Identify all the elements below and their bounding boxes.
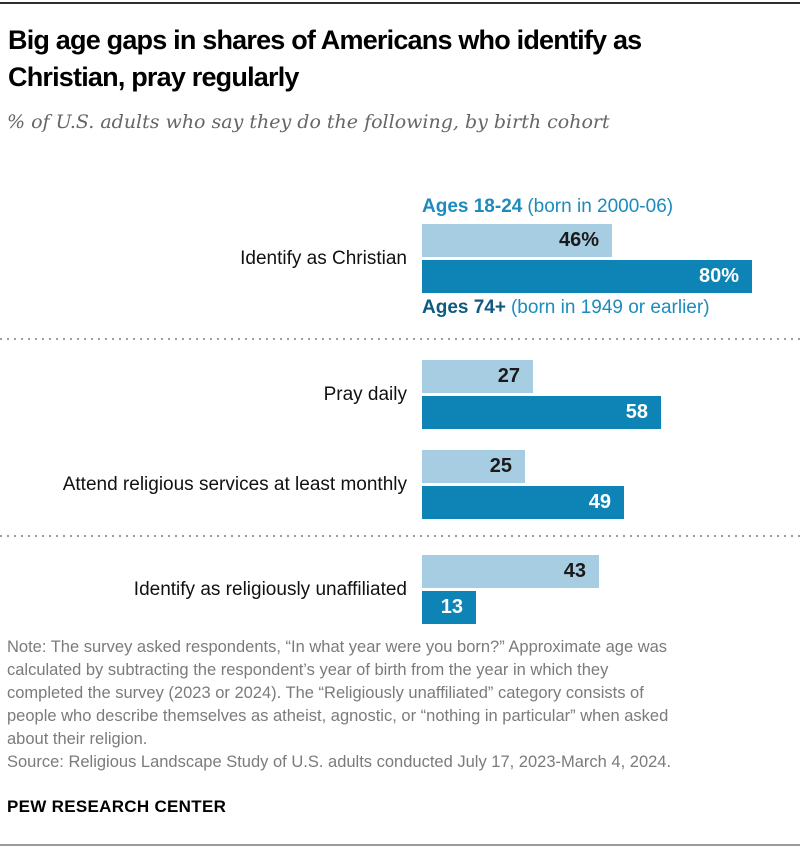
bar-value-label: 58: [625, 401, 648, 423]
note-line: Note: The survey asked respondents, “In …: [7, 638, 668, 656]
bar-value-label: 25: [489, 455, 512, 477]
category-label: Identify as religiously unaffiliated: [133, 578, 407, 600]
source-line: Source: Religious Landscape Study of U.S…: [7, 753, 672, 771]
legend-young-name: Ages 18-24: [422, 196, 523, 217]
legend-young-qualifier: (born in 2000-06): [527, 196, 674, 217]
bar-value-label: 49: [588, 491, 611, 513]
bar-value-label: 43: [563, 560, 586, 582]
legend-old-cohort: Ages 74+ (born in 1949 or earlier): [422, 297, 710, 319]
category-label: Identify as Christian: [240, 247, 407, 269]
legend-young-cohort: Ages 18-24 (born in 2000-06): [422, 196, 673, 218]
pew-research-center-wordmark: PEW RESEARCH CENTER: [7, 797, 227, 816]
dotted-separator: [0, 338, 800, 340]
top-rule: [0, 2, 800, 4]
bar-value-label: 80%: [698, 265, 739, 287]
bar-ages-18-24: 46%: [422, 224, 612, 257]
bar-value-label: 46%: [558, 229, 599, 251]
note-line: people who describe themselves as atheis…: [7, 707, 669, 725]
bar-ages-74-plus: 13: [422, 591, 476, 624]
category-label: Attend religious services at least month…: [62, 473, 407, 495]
bottom-rule: [0, 844, 800, 846]
chart-subtitle: % of U.S. adults who say they do the fol…: [7, 111, 610, 133]
category-label: Pray daily: [323, 383, 407, 405]
bar-value-label: 13: [440, 596, 463, 618]
bar-ages-18-24: 25: [422, 450, 525, 483]
bar-ages-74-plus: 49: [422, 486, 624, 519]
bar-ages-18-24: 27: [422, 360, 533, 393]
page-title: Big age gaps in shares of Americans who …: [8, 22, 642, 96]
bar-value-label: 27: [497, 365, 520, 387]
note-line: calculated by subtracting the respondent…: [7, 661, 609, 679]
bar-ages-74-plus: 80%: [422, 260, 752, 293]
title-line-1: Big age gaps in shares of Americans who …: [8, 25, 642, 55]
bar-ages-74-plus: 58: [422, 396, 661, 429]
note-line: about their religion.: [7, 730, 148, 748]
dotted-separator: [0, 535, 800, 537]
bar-ages-18-24: 43: [422, 555, 599, 588]
legend-old-name: Ages 74+: [422, 297, 506, 318]
legend-old-qualifier: (born in 1949 or earlier): [510, 297, 710, 318]
title-line-2: Christian, pray regularly: [8, 62, 299, 92]
chart-area: Ages 18-24 (born in 2000-06) Ages 74+ (bor…: [0, 190, 800, 636]
note-block: Note: The survey asked respondents, “In …: [7, 636, 671, 774]
note-line: completed the survey (2023 or 2024). The…: [7, 684, 644, 702]
